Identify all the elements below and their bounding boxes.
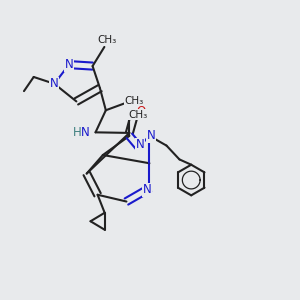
- Text: N: N: [65, 58, 74, 71]
- Text: H: H: [73, 126, 82, 139]
- Text: CH₃: CH₃: [128, 110, 147, 120]
- Text: CH₃: CH₃: [124, 95, 144, 106]
- Text: N: N: [50, 77, 59, 90]
- Text: N: N: [136, 138, 145, 151]
- Text: O: O: [136, 105, 146, 118]
- Text: N: N: [81, 126, 90, 139]
- Text: N: N: [143, 183, 152, 196]
- Text: CH₃: CH₃: [98, 35, 117, 46]
- Text: N: N: [146, 129, 155, 142]
